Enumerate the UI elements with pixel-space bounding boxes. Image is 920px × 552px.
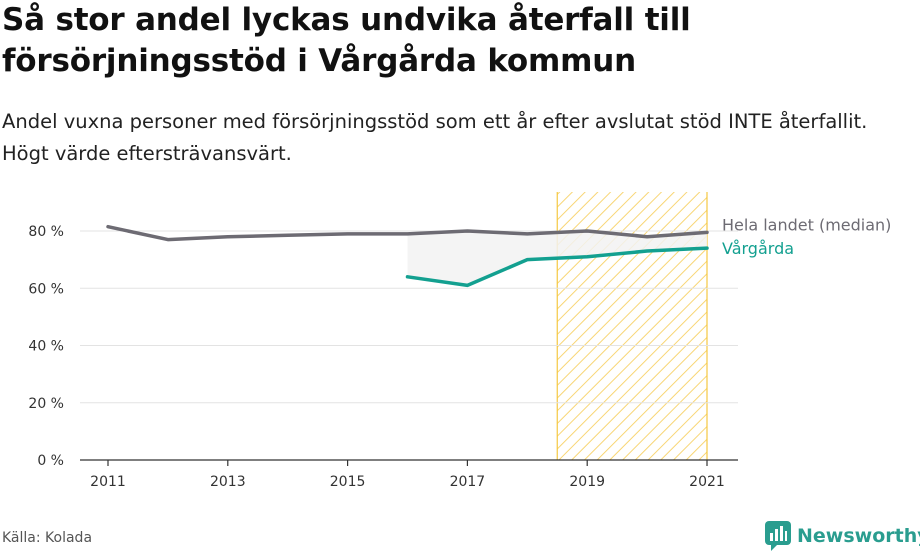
- x-tick-label: 2015: [330, 474, 366, 490]
- series-label-local: Vårgårda: [722, 239, 794, 258]
- newsworthy-logo-icon: [765, 521, 791, 551]
- brand-name: Newsworthy: [797, 525, 920, 547]
- y-tick-label: 60 %: [28, 281, 64, 297]
- source-note: Källa: Kolada: [2, 530, 93, 546]
- series-label-national: Hela landet (median): [722, 215, 891, 234]
- y-tick-label: 40 %: [28, 339, 64, 355]
- x-tick-label: 2013: [210, 474, 246, 490]
- x-tick-label: 2017: [450, 474, 486, 490]
- x-tick-label: 2021: [689, 474, 725, 490]
- chart-title: Så stor andel lyckas undvika återfall ti…: [2, 2, 691, 79]
- brand[interactable]: Newsworthy: [765, 520, 920, 552]
- y-tick-label: 80 %: [28, 224, 64, 240]
- y-tick-label: 20 %: [28, 396, 64, 412]
- x-tick-label: 2011: [90, 474, 126, 490]
- chart-subtitle: Andel vuxna personer med försörjningsstö…: [2, 110, 868, 165]
- x-tick-label: 2019: [569, 474, 605, 490]
- series-line-local: [405, 246, 709, 288]
- y-tick-label: 0 %: [37, 453, 64, 469]
